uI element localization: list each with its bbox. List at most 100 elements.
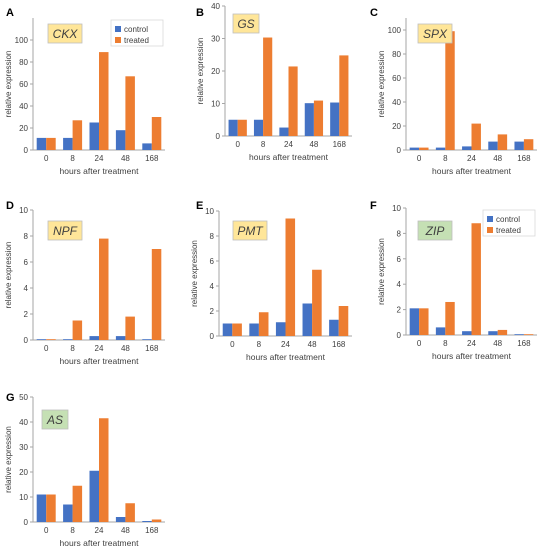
bar-treated-24h <box>99 52 109 150</box>
x-tick-label: 48 <box>121 344 130 353</box>
bar-treated-0h <box>237 119 247 136</box>
legend-label-control: control <box>124 25 148 34</box>
legend-swatch-treated <box>115 37 121 43</box>
bar-control-0h <box>36 137 47 150</box>
x-tick-label: 24 <box>281 340 290 349</box>
bar-treated-8h <box>445 31 455 151</box>
bar-control-168h <box>142 521 152 522</box>
bar-control-24h <box>462 146 472 150</box>
y-axis-label: relative expression <box>4 426 13 493</box>
y-tick-label: 4 <box>397 280 402 289</box>
panel-letter: A <box>6 7 14 19</box>
x-tick-label: 8 <box>70 526 75 535</box>
y-tick-label: 2 <box>24 310 29 319</box>
gene-label: NPF <box>53 224 78 238</box>
y-tick-label: 30 <box>19 443 28 452</box>
bar-treated-24h <box>471 123 481 150</box>
x-tick-label: 0 <box>417 154 422 163</box>
bar-control-48h <box>115 130 126 150</box>
x-tick-label: 8 <box>443 154 448 163</box>
x-axis-label: hours after treatment <box>246 352 326 362</box>
bar-treated-24h <box>471 223 481 335</box>
legend-label-treated: treated <box>124 36 149 45</box>
bar-control-24h <box>279 127 289 136</box>
bar-treated-8h <box>72 320 83 340</box>
bar-control-24h <box>89 122 99 150</box>
y-tick-label: 80 <box>392 50 401 59</box>
y-tick-label: 6 <box>24 258 29 267</box>
y-tick-label: 50 <box>19 393 28 402</box>
y-tick-label: 0 <box>24 336 29 345</box>
gene-label-box <box>47 23 83 44</box>
gene-label-box <box>417 23 453 44</box>
y-axis-label: relative expression <box>4 51 13 118</box>
gene-label: GS <box>237 17 254 31</box>
bar-control-8h <box>63 504 73 522</box>
bar-control-0h <box>228 119 238 136</box>
y-tick-label: 10 <box>211 100 220 109</box>
x-tick-label: 168 <box>517 154 531 163</box>
x-axis-label: hours after treatment <box>60 538 140 548</box>
gene-label: SPX <box>423 27 448 41</box>
gene-label-box <box>232 13 260 34</box>
bar-treated-168h <box>338 306 349 336</box>
bar-treated-48h <box>125 316 135 340</box>
bar-control-48h <box>302 303 313 336</box>
bar-treated-48h <box>125 503 135 522</box>
x-tick-label: 0 <box>44 526 49 535</box>
x-tick-label: 168 <box>333 140 347 149</box>
y-tick-label: 100 <box>15 36 29 45</box>
gene-label: ZIP <box>425 224 445 238</box>
bar-treated-168h <box>523 139 534 150</box>
x-axis-label: hours after treatment <box>60 356 140 366</box>
y-tick-label: 0 <box>24 146 29 155</box>
x-tick-label: 48 <box>121 154 130 163</box>
bar-control-0h <box>409 147 420 150</box>
y-axis-label: relative expression <box>377 51 386 118</box>
y-tick-label: 0 <box>216 132 221 141</box>
legend-swatch-control <box>115 26 121 32</box>
bar-treated-8h <box>263 37 273 136</box>
bar-control-0h <box>36 339 47 340</box>
x-tick-label: 168 <box>332 340 346 349</box>
bar-treated-0h <box>232 323 242 336</box>
y-tick-label: 2 <box>210 307 215 316</box>
bar-treated-48h <box>313 100 324 136</box>
gene-label: AS <box>46 413 63 427</box>
bar-treated-0h <box>46 339 56 340</box>
bar-control-8h <box>435 327 446 335</box>
y-tick-label: 10 <box>392 204 401 213</box>
y-tick-label: 2 <box>397 306 402 315</box>
bar-treated-8h <box>72 120 83 150</box>
y-tick-label: 20 <box>211 67 220 76</box>
bar-control-0h <box>36 494 47 522</box>
y-axis-label: relative expression <box>377 238 386 305</box>
gene-label-box <box>41 409 69 430</box>
y-tick-label: 8 <box>24 232 29 241</box>
y-tick-label: 4 <box>24 284 29 293</box>
bar-treated-8h <box>445 301 455 335</box>
x-axis-label: hours after treatment <box>249 152 329 162</box>
x-tick-label: 48 <box>493 339 502 348</box>
bar-control-8h <box>435 147 446 150</box>
panel-letter: E <box>196 200 203 212</box>
y-tick-label: 20 <box>19 124 28 133</box>
bar-control-24h <box>462 331 472 335</box>
y-tick-label: 0 <box>397 146 402 155</box>
bar-treated-0h <box>46 494 56 522</box>
bar-treated-0h <box>46 137 56 150</box>
x-tick-label: 8 <box>70 154 75 163</box>
x-tick-label: 0 <box>44 344 49 353</box>
x-tick-label: 24 <box>95 526 104 535</box>
x-tick-label: 48 <box>493 154 502 163</box>
bar-control-48h <box>304 103 314 136</box>
y-tick-label: 20 <box>392 122 401 131</box>
bar-treated-48h <box>125 76 135 150</box>
bar-control-168h <box>142 339 152 340</box>
x-tick-label: 48 <box>121 526 130 535</box>
gene-label: PMT <box>237 224 264 238</box>
y-tick-label: 60 <box>392 74 401 83</box>
gene-label: CKX <box>53 27 79 41</box>
x-axis-label: hours after treatment <box>60 166 140 176</box>
